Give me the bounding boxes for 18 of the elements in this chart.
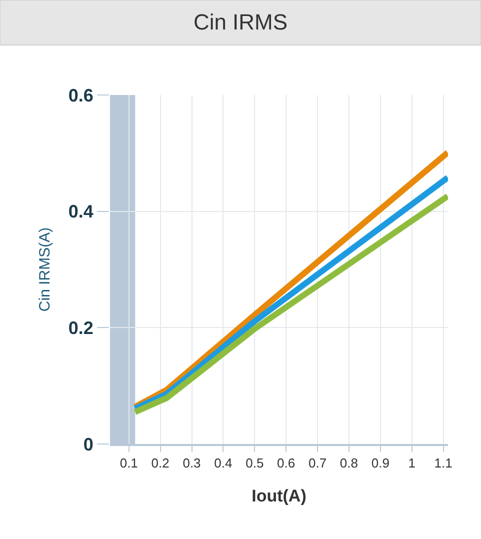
y-tick-label: 0.6 — [68, 85, 94, 106]
x-axis-title: Iout(A) — [252, 486, 306, 506]
x-tick-label: 0.6 — [277, 456, 296, 471]
x-tick-label: 0.9 — [371, 456, 390, 471]
x-tick-label: 1.1 — [434, 456, 452, 471]
x-tick-label: 0.3 — [182, 456, 201, 471]
x-tick-label: 1 — [408, 456, 416, 471]
x-tick-label: 0.4 — [214, 456, 232, 471]
x-tick-label: 0.2 — [151, 456, 170, 471]
x-tick-label: 0.1 — [120, 456, 138, 471]
y-tick-label: 0.4 — [68, 202, 94, 222]
x-tick-label: 0.5 — [246, 456, 264, 471]
x-tick-label: 0.7 — [308, 456, 327, 471]
y-tick-label: 0 — [83, 434, 94, 454]
y-tick-label: 0.2 — [68, 318, 94, 338]
x-tick-label: 0.8 — [340, 456, 358, 471]
chart-title: Cin IRMS — [193, 10, 288, 35]
y-axis-title: Cin IRMS(A) — [36, 227, 54, 312]
